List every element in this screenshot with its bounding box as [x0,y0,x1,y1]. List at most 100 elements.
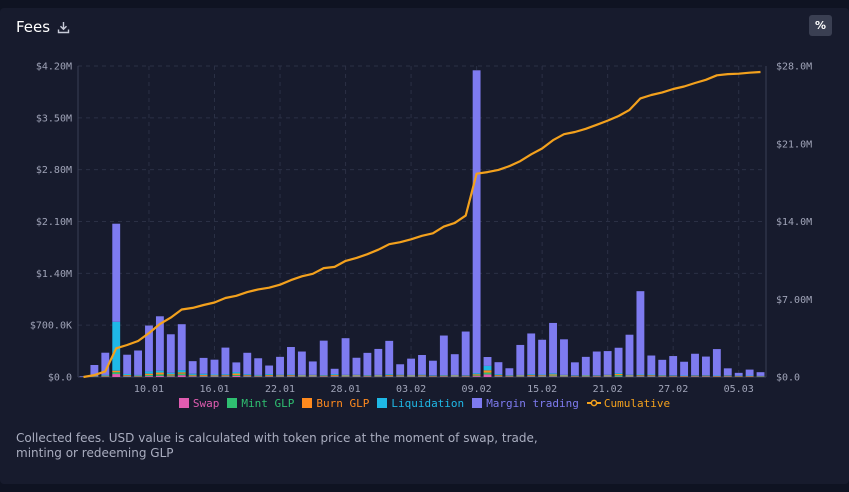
y-tick-left: $3.50M [36,113,72,124]
bar-mint-glp [636,375,645,377]
x-tick-label: 22.01 [265,384,295,395]
y-tick-right: $14.0M [776,217,812,228]
bar-burn-glp [527,375,536,376]
bar-margin-trading [155,316,164,371]
legend-item-liquidation[interactable]: Liquidation [377,397,464,410]
bar-liquidation [254,374,263,376]
y-tick-left: $2.10M [36,217,72,228]
bar-liquidation [188,373,197,375]
bar-liquidation [647,374,656,376]
bar-margin-trading [221,347,230,375]
bar-margin-trading [734,372,743,376]
bar-burn-glp [374,375,383,377]
bar-liquidation [483,365,492,371]
bar-burn-glp [199,374,208,376]
bar-liquidation [723,375,732,376]
bar-liquidation [123,373,132,376]
bar-burn-glp [276,375,284,377]
chart-title: Fees [16,18,51,36]
bar-swap [243,376,252,377]
bar-burn-glp [658,375,667,377]
bar-swap [603,376,612,377]
bar-margin-trading [428,360,437,376]
bar-margin-trading [145,325,153,372]
legend-item-margin-trading[interactable]: Margin trading [472,397,579,410]
bar-swap [287,376,295,377]
bar-liquidation [636,374,645,376]
fees-card [0,8,849,484]
bar-margin-trading [723,368,732,376]
bar-liquidation [155,370,164,373]
bar-burn-glp [363,375,372,377]
legend-item-cumulative[interactable]: Cumulative [586,397,671,410]
bar-liquidation [199,373,208,375]
bar-margin-trading [374,348,383,375]
bar-margin-trading [210,359,219,375]
legend-swatch [472,398,483,408]
y-tick-right: $0.0 [776,373,800,384]
bar-swap [308,376,317,377]
legend-label: Liquidation [391,397,465,410]
y-tick-left: $4.20M [36,62,72,73]
bar-burn-glp [308,375,317,377]
legend-item-swap[interactable]: Swap [178,397,219,410]
bar-margin-trading [188,361,197,374]
bar-liquidation [210,374,219,376]
bar-burn-glp [221,375,230,376]
bar-liquidation [352,374,361,376]
bar-mint-glp [614,375,623,377]
bar-liquidation [439,375,448,376]
bar-liquidation [221,374,230,376]
bar-liquidation [658,375,667,376]
x-tick-label: 10.01 [134,384,164,395]
legend-item-mint-glp[interactable]: Mint GLP [227,397,294,410]
x-tick-label: 21.02 [593,384,623,395]
bar-mint-glp [549,375,557,377]
bar-margin-trading [450,354,459,375]
bar-margin-trading [560,339,568,375]
bar-margin-trading [134,350,142,375]
bar-margin-trading [330,368,339,375]
bar-margin-trading [341,338,350,375]
bar-swap [636,376,645,377]
bar-liquidation [614,373,623,374]
bar-margin-trading [516,344,525,375]
bar-liquidation [592,375,601,376]
legend-swatch [377,398,388,408]
bar-burn-glp [647,375,656,376]
bar-burn-glp [297,375,306,377]
bar-margin-trading [461,331,470,376]
bar-burn-glp [472,374,481,376]
bar-margin-trading [363,352,372,376]
bar-swap [538,376,547,377]
bar-burn-glp [636,375,645,376]
bar-mint-glp [188,375,197,377]
bar-margin-trading [439,335,448,376]
bar-burn-glp [494,375,503,376]
bar-liquidation [505,375,514,376]
legend-label: Cumulative [603,397,671,410]
bar-swap [155,375,164,377]
bar-burn-glp [396,375,405,376]
bar-burn-glp [614,373,623,376]
bar-margin-trading [352,357,361,375]
bar-liquidation [297,374,306,376]
cumulative-line [83,70,761,379]
bar-swap [276,376,284,377]
y-tick-left: $1.40M [36,269,72,280]
legend-item-burn-glp[interactable]: Burn GLP [302,397,369,410]
bar-margin-trading [647,355,656,375]
bar-mint-glp [166,375,175,377]
legend-swatch [178,398,189,408]
percent-toggle-button[interactable]: % [809,15,832,36]
bar-margin-trading [407,358,416,375]
download-icon[interactable] [57,21,70,34]
bar-liquidation [570,375,579,376]
y-tick-right: $7.00M [776,295,812,306]
bar-burn-glp [243,375,252,376]
bar-burn-glp [516,375,525,377]
y-tick-left: $700.0K [30,321,72,332]
bar-mint-glp [177,373,186,376]
bar-burn-glp [483,370,492,373]
bar-liquidation [101,374,110,376]
